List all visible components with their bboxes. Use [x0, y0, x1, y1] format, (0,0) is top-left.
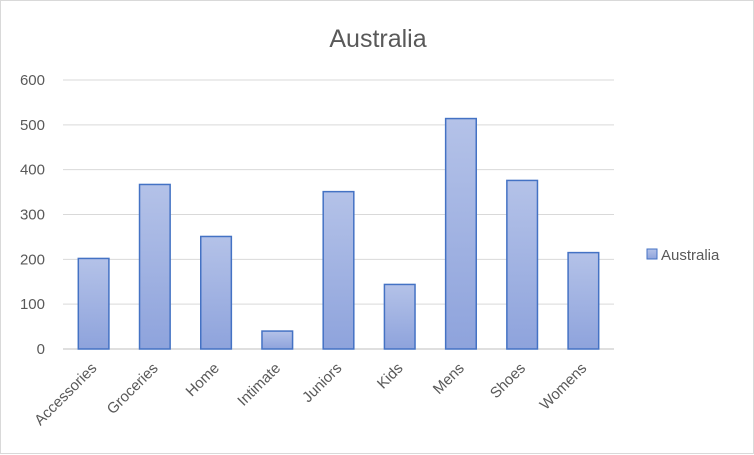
legend-label: Australia — [661, 247, 720, 264]
bar-home — [200, 235, 233, 350]
x-tick-label: Intimate — [234, 360, 284, 410]
legend: Australia — [646, 247, 720, 264]
y-tick-label: 200 — [20, 251, 45, 268]
y-tick-label: 300 — [20, 207, 45, 224]
x-tick-label: Womens — [537, 360, 591, 414]
bar-mens — [444, 117, 477, 350]
legend-swatch — [646, 248, 658, 260]
bar-womens — [567, 251, 600, 350]
x-tick-label: Groceries — [104, 360, 162, 418]
x-tick-label: Mens — [430, 360, 468, 398]
y-tick-label: 600 — [20, 72, 45, 89]
y-tick-label: 400 — [20, 162, 45, 179]
bar-intimate — [261, 330, 294, 350]
x-tick-label: Kids — [374, 360, 407, 393]
bar-kids — [383, 283, 416, 350]
x-tick-label: Home — [183, 360, 223, 400]
bar-accessories — [77, 257, 110, 350]
bar-juniors — [322, 190, 355, 350]
chart-title: Australia — [329, 25, 426, 53]
bar-shoes — [506, 179, 539, 350]
y-tick-label: 500 — [20, 117, 45, 134]
y-axis-ticks: 0 100 200 300 400 500 600 — [20, 72, 45, 358]
bar-groceries — [138, 183, 171, 350]
x-axis-ticks: Accessories Groceries Home Intimate Juniors K… — [31, 360, 590, 429]
x-tick-label: Shoes — [487, 360, 529, 402]
bars — [77, 117, 600, 350]
x-tick-label: Accessories — [31, 360, 100, 429]
y-tick-label: 100 — [20, 296, 45, 313]
y-tick-label: 0 — [37, 341, 45, 358]
x-tick-label: Juniors — [299, 360, 345, 406]
